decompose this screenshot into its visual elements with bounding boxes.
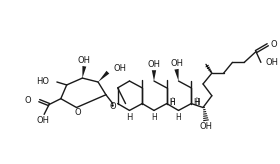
Text: OH: OH: [148, 60, 160, 69]
Text: Ḣ: Ḣ: [193, 98, 199, 107]
Text: OH: OH: [114, 64, 127, 73]
Text: OH: OH: [266, 58, 279, 67]
Polygon shape: [82, 66, 86, 78]
Polygon shape: [98, 71, 109, 82]
Polygon shape: [174, 69, 179, 81]
Text: Ḣ: Ḣ: [169, 98, 174, 107]
Text: H: H: [126, 113, 133, 122]
Text: OH: OH: [170, 59, 183, 68]
Text: O: O: [25, 96, 31, 105]
Text: OH: OH: [37, 116, 50, 125]
Text: Ḧ: Ḧ: [170, 98, 176, 107]
Text: O: O: [74, 108, 81, 117]
Text: H: H: [176, 113, 181, 122]
Text: O: O: [109, 102, 116, 111]
Text: Ḧ: Ḧ: [194, 98, 200, 107]
Text: H: H: [151, 113, 157, 122]
Polygon shape: [152, 70, 156, 81]
Text: HO: HO: [36, 78, 49, 86]
Text: OH: OH: [78, 56, 91, 65]
Text: O: O: [271, 40, 277, 49]
Text: OH: OH: [199, 122, 213, 131]
